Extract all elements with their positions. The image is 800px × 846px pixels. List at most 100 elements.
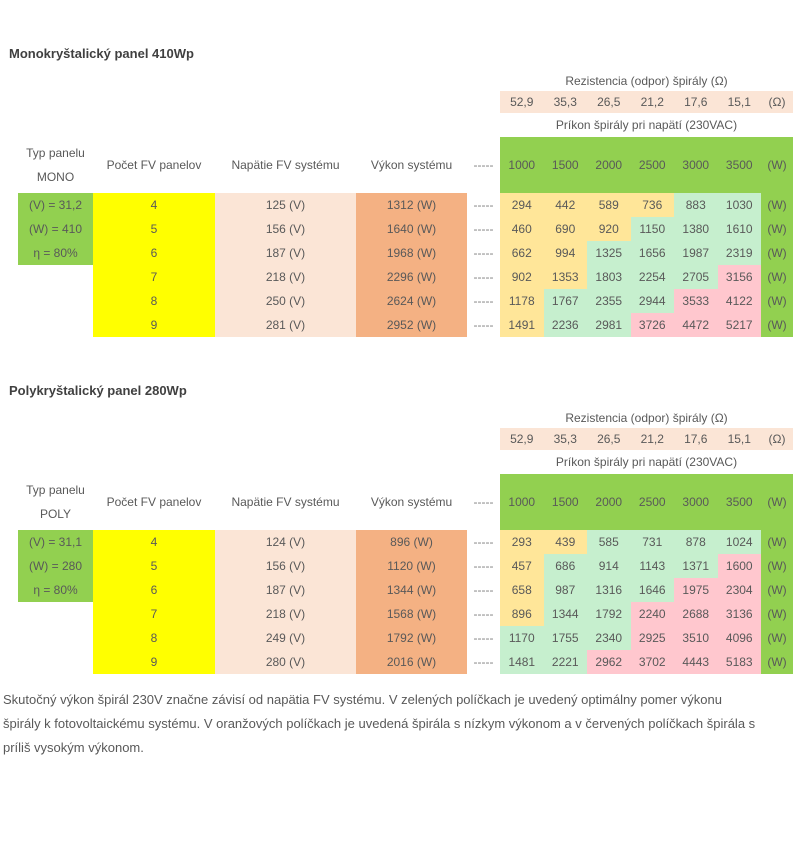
watt-cell: 1344	[543, 602, 587, 626]
table-row: 8 249 (V) 1792 (W) ----- 1170 1755 2340 …	[18, 626, 800, 650]
type-name: MONO	[36, 170, 75, 184]
type-spec-empty	[18, 602, 93, 626]
watt-cell: 658	[500, 578, 544, 602]
watt-cell: 3510	[674, 626, 718, 650]
footer-note: Skutočný výkon špirál 230V značne závisí…	[3, 688, 800, 760]
watt-cell: 1316	[587, 578, 631, 602]
spiral-power-cell: 3000	[674, 137, 718, 193]
watt-cell: 878	[674, 530, 718, 554]
system-power-cell: 2016 (W)	[356, 650, 467, 674]
watt-cell: 1610	[717, 217, 761, 241]
mono-panel-table: Rezistencia (odpor) špirály (Ω) 52,9 35,…	[0, 71, 800, 337]
resistance-value-cell: 52,9	[500, 91, 544, 113]
separator-cell: -----	[473, 270, 494, 284]
watt-cell: 2962	[587, 650, 631, 674]
spiral-power-header: Príkon špirály pri napätí (230VAC)	[555, 455, 738, 469]
watt-cell: 2340	[587, 626, 631, 650]
panel-count-cell: 6	[93, 241, 215, 265]
type-column-header: Typ panelu MONO	[18, 137, 93, 193]
system-voltage-cell: 249 (V)	[215, 626, 356, 650]
watt-cell: 1143	[630, 554, 674, 578]
watt-cell: 1371	[674, 554, 718, 578]
table-row: 7 218 (V) 2296 (W) ----- 902 1353 1803 2…	[18, 265, 800, 289]
type-spec-empty	[18, 265, 93, 289]
type-label: Typ panelu	[26, 146, 85, 160]
separator-cell: -----	[473, 246, 494, 260]
separator-cell: -----	[473, 583, 494, 597]
watt-cell: 1030	[717, 193, 761, 217]
power-column-header: Výkon systému	[370, 158, 453, 172]
watt-cell: 1170	[500, 626, 544, 650]
watt-cell: 2944	[630, 289, 674, 313]
type-spec-empty	[18, 313, 93, 337]
table-row: η = 80% 6 187 (V) 1344 (W) ----- 658 987…	[18, 578, 800, 602]
spiral-power-cell: 1500	[543, 137, 587, 193]
resistance-value-cell: 21,2	[630, 91, 674, 113]
watt-cell: 994	[543, 241, 587, 265]
system-power-cell: 1120 (W)	[356, 554, 467, 578]
resistance-value-cell: 26,5	[587, 91, 631, 113]
unit-cell: (W)	[761, 578, 793, 602]
system-power-cell: 1344 (W)	[356, 578, 467, 602]
unit-cell: (W)	[761, 313, 793, 337]
watt-cell: 1803	[587, 265, 631, 289]
panel-spec-voltage: (V) = 31,2	[18, 193, 93, 217]
unit-cell: (W)	[761, 626, 793, 650]
footer-line: Skutočný výkon špirál 230V značne závisí…	[3, 692, 722, 707]
watt-cell: 2705	[674, 265, 718, 289]
watt-cell: 1353	[543, 265, 587, 289]
table-row: 9 280 (V) 2016 (W) ----- 1481 2221 2962 …	[18, 650, 800, 674]
resistance-values-row: 52,9 35,3 26,5 21,2 17,6 15,1 (Ω)	[500, 91, 800, 113]
system-voltage-cell: 280 (V)	[215, 650, 356, 674]
watt-cell: 293	[500, 530, 544, 554]
watt-cell: 896	[500, 602, 544, 626]
system-voltage-cell: 250 (V)	[215, 289, 356, 313]
unit-cell: (W)	[761, 289, 793, 313]
watt-cell: 736	[630, 193, 674, 217]
resistance-value-cell: 15,1	[717, 91, 761, 113]
resistance-header: Rezistencia (odpor) špirály (Ω)	[565, 74, 728, 88]
watt-cell: 1491	[500, 313, 544, 337]
separator-cell: -----	[473, 198, 494, 212]
watt-cell: 589	[587, 193, 631, 217]
spiral-power-cell: 1500	[543, 474, 587, 530]
watt-cell: 3726	[630, 313, 674, 337]
separator-cell: -----	[473, 318, 494, 332]
separator-cell: -----	[473, 222, 494, 236]
type-spec-empty	[18, 626, 93, 650]
system-power-cell: 1568 (W)	[356, 602, 467, 626]
unit-cell: (W)	[761, 554, 793, 578]
unit-cell: (W)	[761, 602, 793, 626]
table-row: 8 250 (V) 2624 (W) ----- 1178 1767 2355 …	[18, 289, 800, 313]
type-spec-empty	[18, 289, 93, 313]
watt-cell: 5217	[717, 313, 761, 337]
panel-count-cell: 9	[93, 313, 215, 337]
watt-cell: 914	[587, 554, 631, 578]
footer-line: špirály k fotovoltaickému systému. V ora…	[3, 716, 756, 731]
watt-cell: 2221	[543, 650, 587, 674]
watt-cell: 4096	[717, 626, 761, 650]
watt-cell: 4122	[717, 289, 761, 313]
watt-cell: 1325	[587, 241, 631, 265]
watt-cell: 457	[500, 554, 544, 578]
watt-cell: 4443	[674, 650, 718, 674]
panel-count-cell: 4	[93, 193, 215, 217]
separator-cell: -----	[473, 495, 494, 509]
separator-cell: -----	[473, 607, 494, 621]
separator-cell: -----	[473, 158, 494, 172]
table-row: η = 80% 6 187 (V) 1968 (W) ----- 662 994…	[18, 241, 800, 265]
watt-cell: 1024	[717, 530, 761, 554]
resistance-unit-cell: (Ω)	[761, 428, 793, 450]
watt-cell: 585	[587, 530, 631, 554]
watt-cell: 1767	[543, 289, 587, 313]
panel-count-cell: 7	[93, 265, 215, 289]
unit-cell: (W)	[761, 193, 793, 217]
system-voltage-cell: 156 (V)	[215, 554, 356, 578]
spiral-power-cell: 2500	[630, 137, 674, 193]
panel-count-cell: 5	[93, 217, 215, 241]
table-row: (V) = 31,1 4 124 (V) 896 (W) ----- 293 4…	[18, 530, 800, 554]
watt-cell: 3156	[717, 265, 761, 289]
header-band-row: Typ panelu MONO Počet FV panelov Napätie…	[18, 137, 800, 193]
watt-cell: 2925	[630, 626, 674, 650]
spiral-power-cell: 1000	[500, 137, 544, 193]
